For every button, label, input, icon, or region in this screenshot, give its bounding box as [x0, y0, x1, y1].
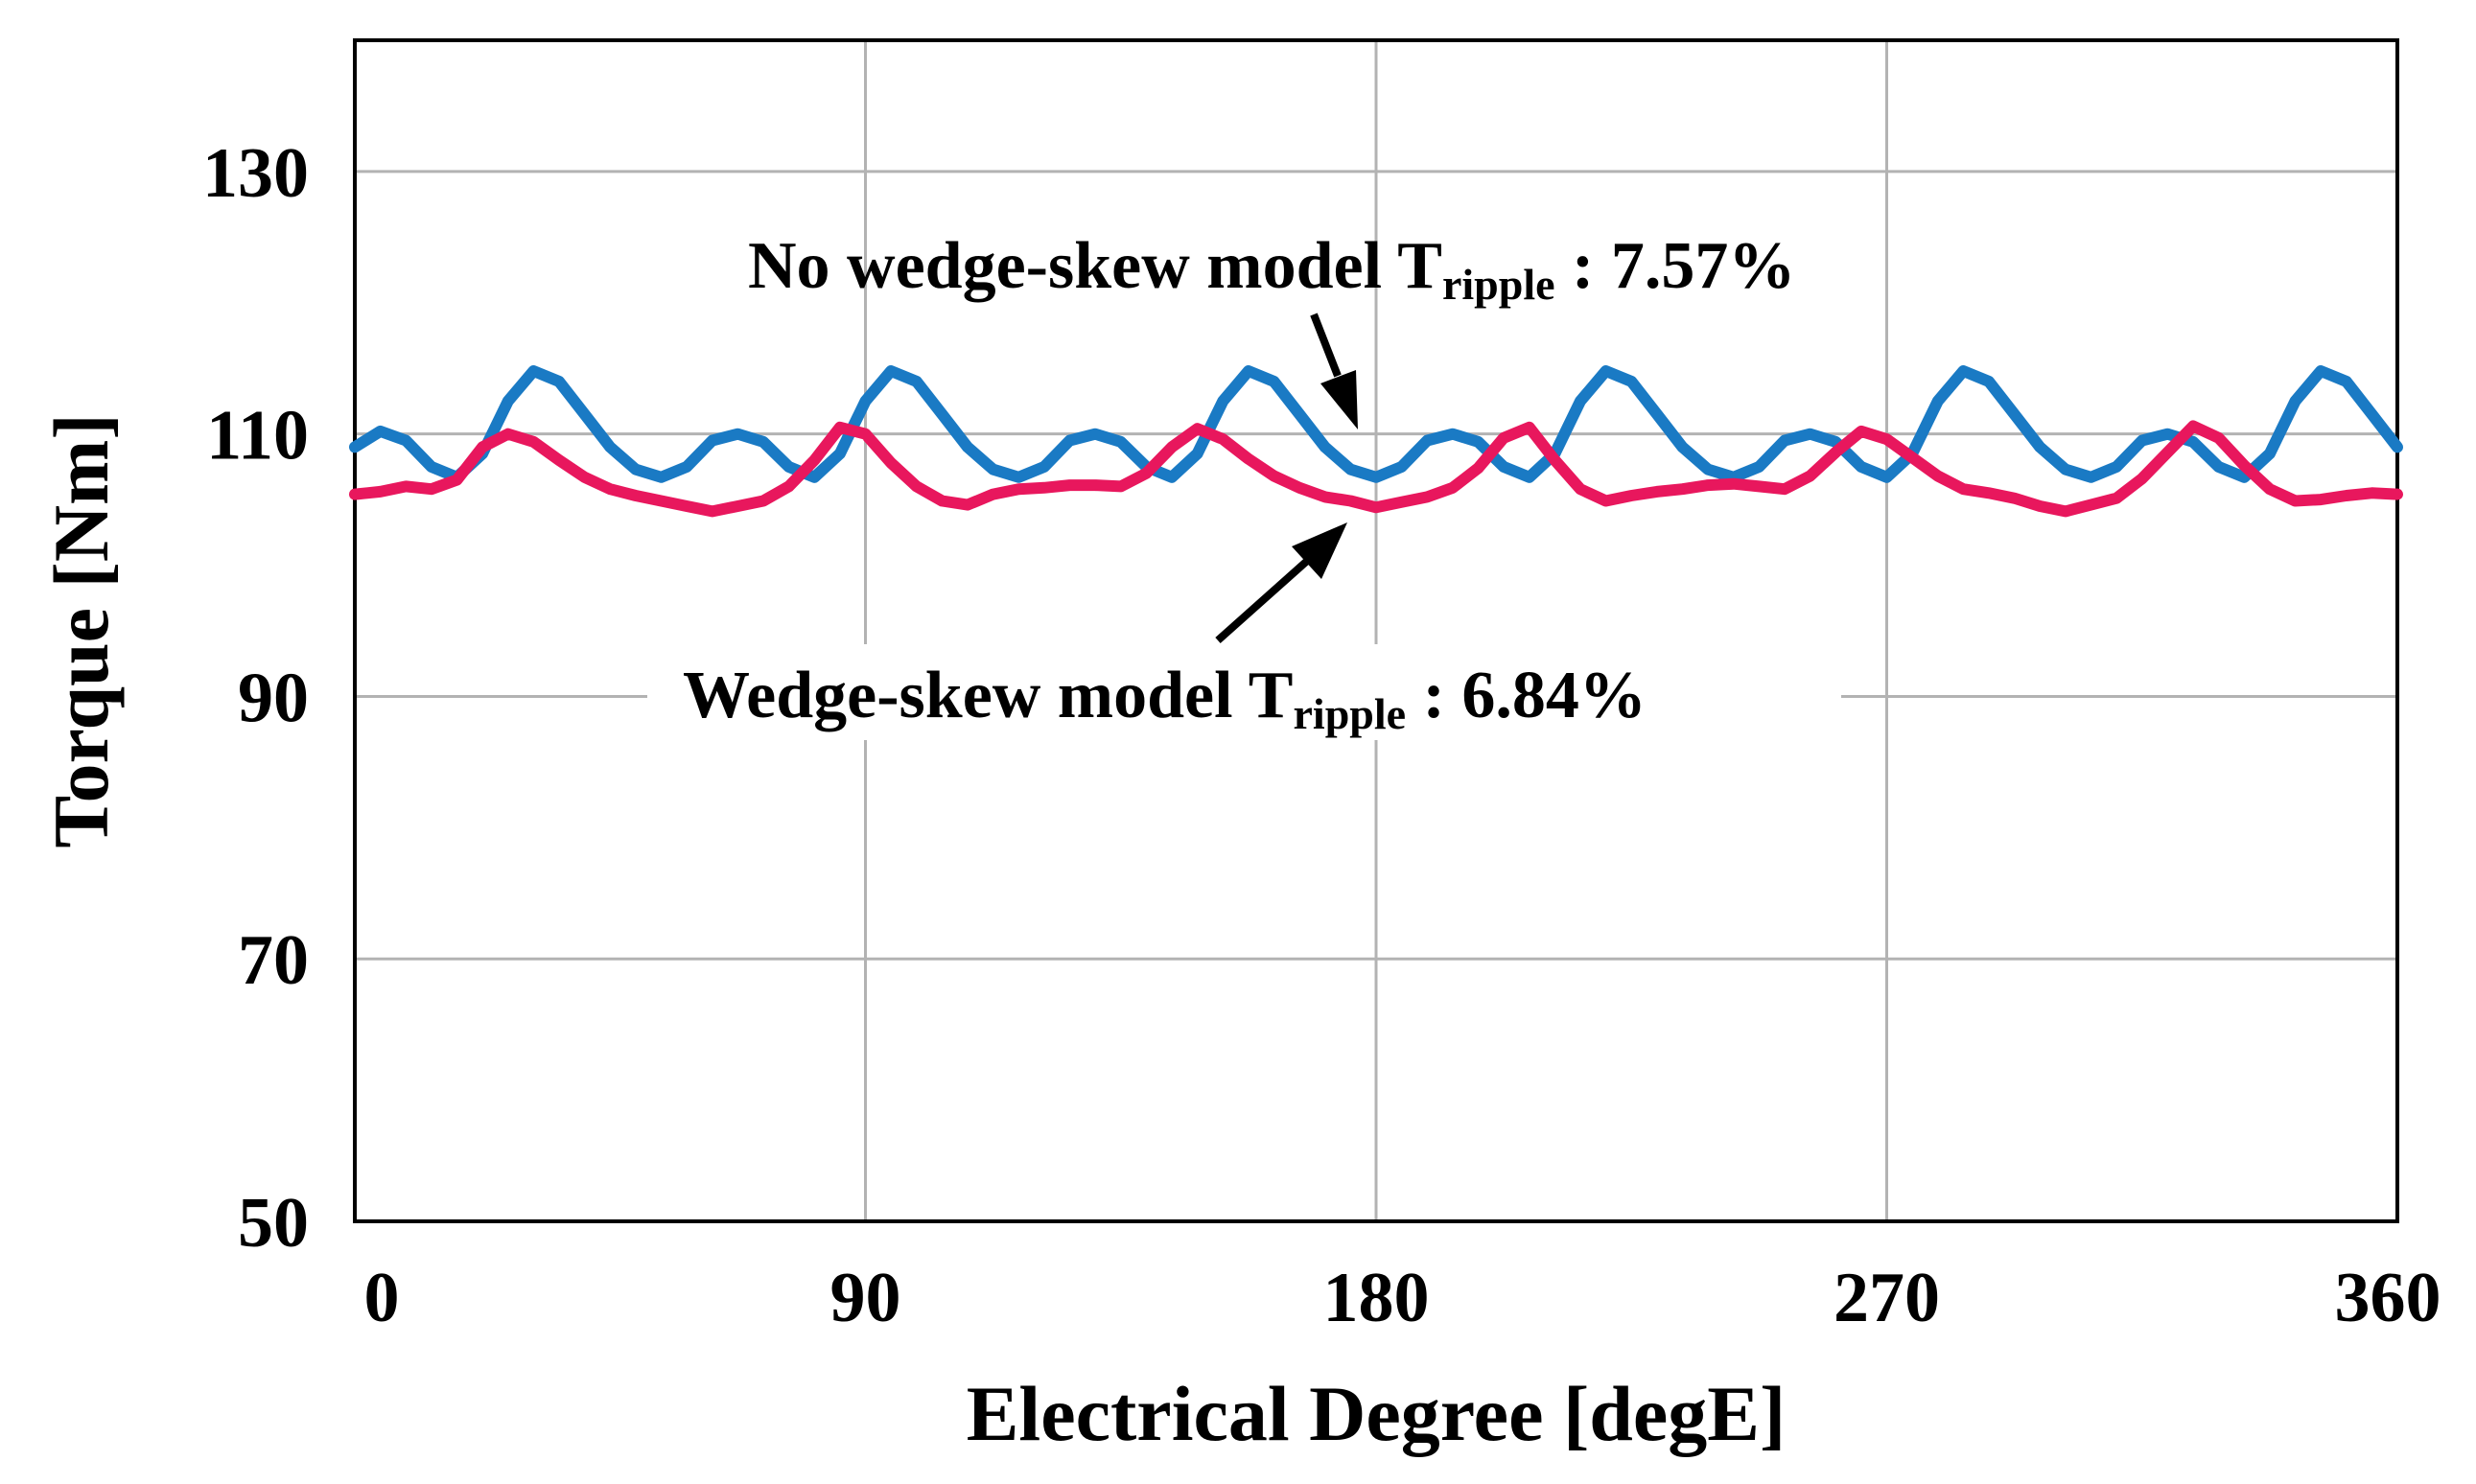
arrow-wedge-skew — [1215, 522, 1347, 643]
y-tick-label: 50 — [238, 1184, 309, 1263]
annotation-no-wedge-skew-main: No wedge-skew model T — [748, 229, 1442, 303]
annotation-wedge-skew-bg — [647, 644, 1841, 740]
arrow-no-wedge-skew — [1310, 313, 1358, 429]
y-tick-label: 90 — [238, 659, 309, 737]
series-line-no-wedge-skew — [349, 365, 2403, 483]
annotation-no-wedge-skew-sub: ripple — [1442, 260, 1555, 309]
y-tick-label: 110 — [206, 397, 309, 475]
tick-labels: 0 90 180 270 360 50 70 90 110 130 — [202, 134, 2441, 1337]
annotation-wedge-skew-sub: ripple — [1294, 689, 1407, 738]
x-tick-label: 90 — [830, 1259, 901, 1337]
series-line-wedge-skew — [349, 420, 2403, 518]
annotation-no-wedge-skew: No wedge-skew model Tripple : 7.57% — [748, 229, 1795, 309]
series-layer — [349, 365, 2403, 518]
x-tick-label: 180 — [1323, 1259, 1430, 1337]
y-axis-title: Torque [Nm] — [37, 413, 125, 847]
y-tick-label: 130 — [202, 134, 309, 213]
annotation-wedge-skew-tail: : 6.84% — [1406, 659, 1647, 732]
y-tick-label: 70 — [238, 921, 309, 1000]
x-tick-label: 0 — [364, 1259, 400, 1337]
annotation-wedge-skew-main: Wedge-skew model T — [683, 659, 1294, 732]
annotation-wedge-skew: Wedge-skew model Tripple : 6.84% — [683, 659, 1647, 738]
grid-lines — [355, 40, 2397, 1221]
x-tick-label: 360 — [2335, 1259, 2441, 1337]
x-axis-title: Electrical Degree [degE] — [967, 1370, 1787, 1457]
x-tick-label: 270 — [1834, 1259, 1940, 1337]
plot-frame — [353, 38, 2399, 1223]
annotation-no-wedge-skew-tail: : 7.57% — [1555, 229, 1796, 303]
